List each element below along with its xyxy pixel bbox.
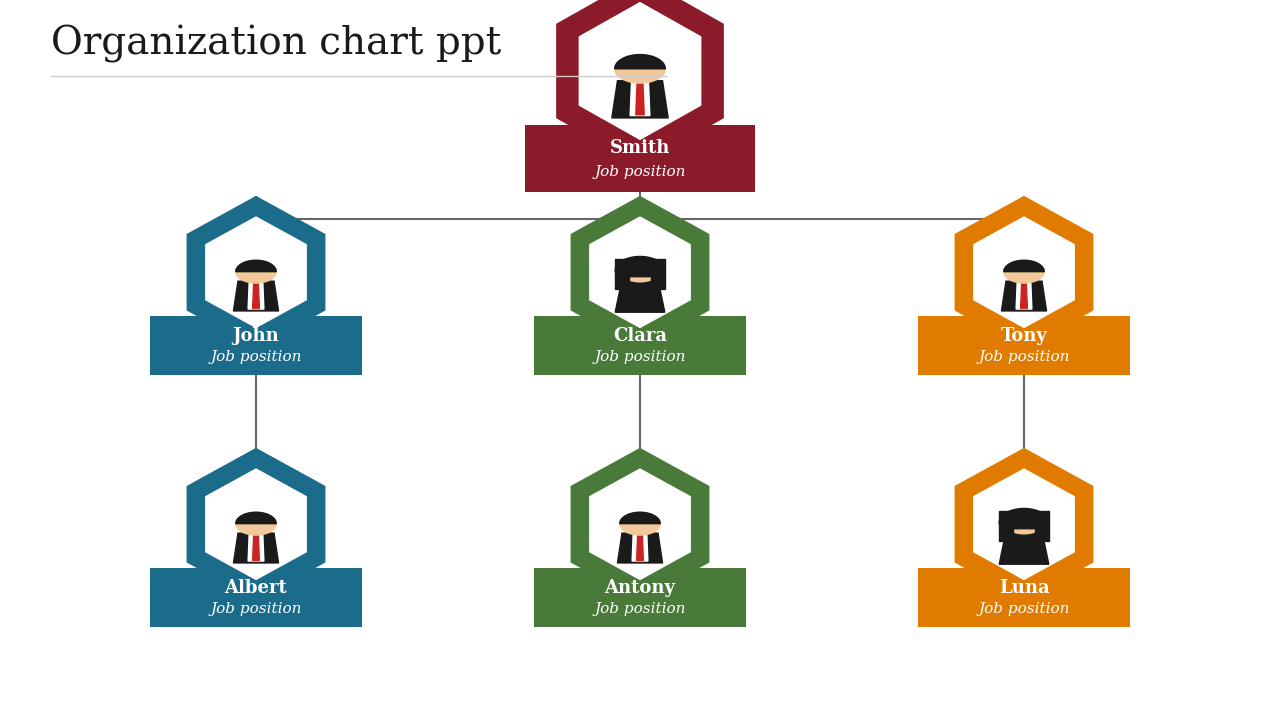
Polygon shape [614, 55, 666, 69]
Text: Clara: Clara [613, 327, 667, 345]
Circle shape [620, 259, 660, 282]
Polygon shape [1000, 508, 1048, 528]
Polygon shape [590, 217, 690, 328]
Polygon shape [616, 259, 628, 289]
Polygon shape [252, 281, 260, 308]
Polygon shape [636, 81, 644, 114]
Polygon shape [1001, 281, 1047, 311]
Polygon shape [252, 533, 260, 560]
Polygon shape [571, 449, 709, 600]
FancyBboxPatch shape [151, 316, 362, 375]
FancyBboxPatch shape [535, 316, 745, 375]
Polygon shape [1036, 511, 1048, 541]
Circle shape [236, 260, 276, 283]
Polygon shape [236, 512, 276, 523]
Text: Job position: Job position [978, 351, 1070, 364]
Polygon shape [974, 469, 1074, 580]
Circle shape [1004, 511, 1044, 534]
Text: Antony: Antony [604, 579, 676, 597]
Polygon shape [187, 197, 325, 348]
Polygon shape [616, 279, 664, 312]
Text: Tony: Tony [1001, 327, 1047, 345]
Text: Job position: Job position [210, 351, 302, 364]
Polygon shape [612, 81, 668, 118]
Polygon shape [1000, 531, 1048, 564]
FancyBboxPatch shape [151, 568, 362, 627]
Text: Albert: Albert [224, 579, 288, 597]
Circle shape [620, 512, 660, 535]
Polygon shape [590, 469, 690, 580]
Polygon shape [206, 217, 306, 328]
Polygon shape [630, 81, 650, 115]
Polygon shape [616, 256, 664, 276]
Polygon shape [233, 533, 279, 563]
FancyBboxPatch shape [919, 316, 1130, 375]
Polygon shape [187, 449, 325, 600]
Polygon shape [636, 533, 644, 560]
Polygon shape [206, 469, 306, 580]
Text: Job position: Job position [978, 603, 1070, 616]
Circle shape [236, 512, 276, 535]
Text: Job position: Job position [594, 603, 686, 616]
Circle shape [1004, 260, 1044, 283]
Polygon shape [652, 259, 664, 289]
Polygon shape [617, 533, 663, 563]
Polygon shape [955, 197, 1093, 348]
Polygon shape [571, 197, 709, 348]
Text: Luna: Luna [998, 579, 1050, 597]
Text: Smith: Smith [609, 139, 671, 157]
Polygon shape [620, 512, 660, 523]
Circle shape [614, 55, 666, 83]
Polygon shape [233, 281, 279, 311]
Polygon shape [974, 217, 1074, 328]
Polygon shape [248, 281, 264, 309]
Polygon shape [248, 533, 264, 561]
Text: Job position: Job position [594, 165, 686, 179]
Polygon shape [955, 449, 1093, 600]
Polygon shape [580, 3, 700, 140]
FancyBboxPatch shape [525, 125, 755, 192]
Polygon shape [557, 0, 723, 165]
Polygon shape [1016, 281, 1032, 309]
Polygon shape [1000, 511, 1012, 541]
Text: Job position: Job position [594, 351, 686, 364]
Polygon shape [1004, 260, 1044, 271]
Text: Job position: Job position [210, 603, 302, 616]
Text: John: John [233, 327, 279, 345]
Polygon shape [632, 533, 648, 561]
Polygon shape [236, 260, 276, 271]
Polygon shape [1020, 281, 1028, 308]
Text: Organization chart ppt: Organization chart ppt [51, 25, 502, 63]
FancyBboxPatch shape [919, 568, 1130, 627]
FancyBboxPatch shape [535, 568, 745, 627]
